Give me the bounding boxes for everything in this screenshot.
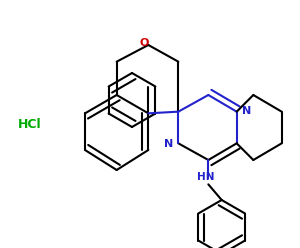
Text: N: N bbox=[164, 139, 173, 149]
Text: HN: HN bbox=[196, 172, 214, 182]
Text: O: O bbox=[140, 38, 149, 48]
Text: HCl: HCl bbox=[18, 118, 42, 130]
Text: N: N bbox=[242, 106, 251, 116]
